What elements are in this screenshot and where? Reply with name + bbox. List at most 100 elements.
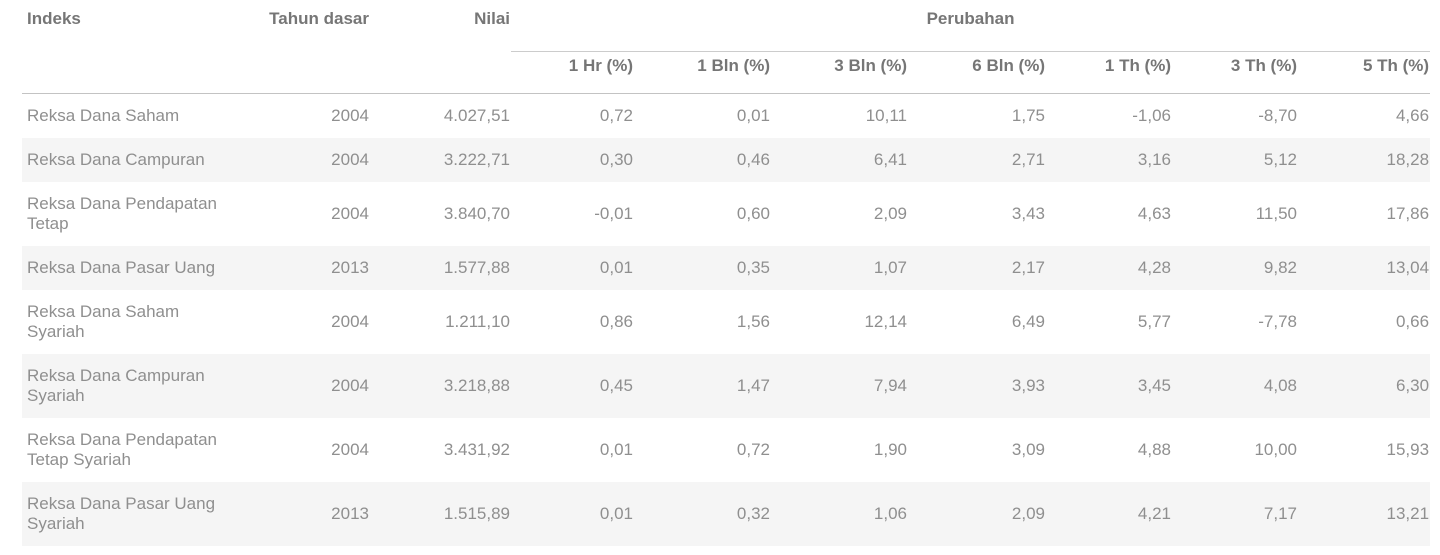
cell-1hr: 0,30 (599, 150, 633, 169)
table-row: Reksa Dana Saham 2004 4.027,51 0,72 0,01 10,1… (22, 94, 1430, 139)
cell-nilai: 3.431,92 (443, 440, 510, 459)
cell-tahun-dasar: 2004 (331, 150, 369, 169)
cell-1hr: 0,72 (599, 106, 633, 125)
col-header-tahun-dasar: Tahun dasar (240, 0, 370, 94)
col-header-6bln: 6 Bln (%) (908, 51, 1046, 94)
cell-3th: -7,78 (1258, 312, 1297, 331)
cell-indeks: Reksa Dana Saham (27, 106, 180, 125)
cell-1th: -1,06 (1132, 106, 1171, 125)
fund-index-table-container: Indeks Tahun dasar Nilai Perubahan 1 Hr … (22, 0, 1431, 546)
cell-tahun-dasar: 2004 (331, 376, 369, 395)
table-body: Reksa Dana Saham 2004 4.027,51 0,72 0,01 10,1… (22, 94, 1431, 546)
cell-3th: 5,12 (1263, 150, 1297, 169)
cell-tahun-dasar: 2004 (331, 312, 369, 331)
col-header-nilai: Nilai (370, 0, 511, 94)
cell-3bln: 7,94 (873, 376, 907, 395)
cell-indeks: Reksa Dana Pendapatan Tetap Syariah (27, 430, 217, 469)
cell-tahun-dasar: 2004 (331, 106, 369, 125)
col-header-3th: 3 Th (%) (1172, 51, 1298, 94)
cell-indeks: Reksa Dana Pasar Uang Syariah (27, 494, 216, 533)
cell-3th: 9,82 (1263, 258, 1297, 277)
table-row: Reksa Dana Pasar Uang Syariah 2013 1.515,8… (22, 482, 1431, 546)
cell-indeks: Reksa Dana Pasar Uang (27, 258, 216, 277)
cell-indeks: Reksa Dana Pendapatan Tetap (27, 194, 217, 233)
cell-nilai: 1.211,10 (445, 312, 510, 331)
cell-1th: 4,28 (1137, 258, 1171, 277)
table-row: Reksa Dana Campuran 2004 3.222,71 0,30 0,46 6… (22, 138, 1431, 182)
cell-1bln: 0,46 (736, 150, 770, 169)
header-row-periods: 1 Hr (%) 1 Bln (%) 3 Bln (%) 6 Bln (%) 1… (22, 51, 1431, 94)
cell-3bln: 2,09 (873, 204, 907, 223)
table-row: Reksa Dana Pendapatan Tetap Syariah 2004 3… (22, 418, 1430, 482)
header-row-main: Indeks Tahun dasar Nilai Perubahan (22, 0, 1431, 94)
cell-1bln: 0,01 (736, 106, 770, 125)
cell-1bln: 1,47 (736, 376, 770, 395)
col-group-perubahan: Perubahan (511, 0, 1431, 52)
cell-tahun-dasar: 2004 (331, 204, 369, 223)
cell-1th: 5,77 (1137, 312, 1171, 331)
cell-3th: 7,17 (1263, 504, 1297, 523)
cell-indeks: Reksa Dana Saham Syariah (27, 302, 180, 341)
cell-6bln: 3,93 (1011, 376, 1045, 395)
cell-3bln: 1,90 (873, 440, 907, 459)
cell-nilai: 4.027,51 (443, 106, 510, 125)
cell-6bln: 2,71 (1011, 150, 1045, 169)
cell-5th: 15,93 (1386, 440, 1430, 459)
table-row: Reksa Dana Pendapatan Tetap 2004 3.840,70 -… (22, 182, 1430, 246)
cell-6bln: 2,17 (1011, 258, 1045, 277)
cell-tahun-dasar: 2013 (331, 504, 369, 523)
table-row: Reksa Dana Pasar Uang 2013 1.577,88 0,01 0,3… (22, 246, 1431, 290)
table-row: Reksa Dana Campuran Syariah 2004 3.218,88 0… (22, 354, 1431, 418)
cell-nilai: 3.222,71 (443, 150, 510, 169)
cell-3bln: 6,41 (873, 150, 907, 169)
col-header-1th: 1 Th (%) (1046, 51, 1172, 94)
cell-1bln: 0,35 (736, 258, 770, 277)
cell-1th: 3,45 (1137, 376, 1171, 395)
cell-3th: 4,08 (1263, 376, 1297, 395)
cell-indeks: Reksa Dana Campuran Syariah (27, 366, 205, 405)
cell-3bln: 12,14 (864, 312, 907, 331)
cell-5th: 0,66 (1395, 312, 1430, 331)
cell-nilai: 3.840,70 (443, 204, 510, 223)
col-header-3bln: 3 Bln (%) (771, 51, 908, 94)
col-header-1bln: 1 Bln (%) (634, 51, 771, 94)
cell-1bln: 0,32 (736, 504, 770, 523)
cell-1th: 4,88 (1137, 440, 1171, 459)
cell-3bln: 1,07 (873, 258, 907, 277)
cell-6bln: 3,09 (1011, 440, 1045, 459)
cell-nilai: 3.218,88 (443, 376, 510, 395)
cell-1bln: 1,56 (736, 312, 770, 331)
cell-5th: 18,28 (1386, 150, 1430, 169)
cell-1hr: 0,45 (599, 376, 633, 395)
cell-3th: 11,50 (1255, 204, 1297, 223)
cell-1hr: 0,01 (599, 440, 633, 459)
cell-5th: 6,30 (1395, 376, 1430, 395)
cell-1bln: 0,60 (736, 204, 770, 223)
cell-6bln: 1,75 (1011, 106, 1045, 125)
cell-3bln: 10,11 (865, 106, 907, 125)
cell-1bln: 0,72 (736, 440, 770, 459)
table-row: Reksa Dana Saham Syariah 2004 1.211,10 0,86… (22, 290, 1430, 354)
col-header-5th: 5 Th (%) (1298, 51, 1431, 94)
cell-3th: -8,70 (1258, 106, 1297, 125)
cell-5th: 17,86 (1386, 204, 1430, 223)
cell-1hr: 0,01 (599, 258, 633, 277)
cell-nilai: 1.515,89 (443, 504, 510, 523)
cell-6bln: 2,09 (1011, 504, 1045, 523)
cell-1th: 3,16 (1137, 150, 1171, 169)
cell-1th: 4,21 (1137, 504, 1171, 523)
cell-5th: 4,66 (1395, 106, 1430, 125)
cell-indeks: Reksa Dana Campuran (27, 150, 205, 169)
cell-tahun-dasar: 2013 (331, 258, 369, 277)
cell-6bln: 3,43 (1011, 204, 1045, 223)
table-header: Indeks Tahun dasar Nilai Perubahan 1 Hr … (22, 0, 1431, 94)
cell-1hr: 0,86 (599, 312, 633, 331)
cell-3th: 10,00 (1254, 440, 1297, 459)
cell-tahun-dasar: 2004 (331, 440, 369, 459)
cell-nilai: 1.577,88 (443, 258, 510, 277)
cell-5th: 13,21 (1386, 504, 1430, 523)
cell-5th: 13,04 (1386, 258, 1430, 277)
col-header-1hr: 1 Hr (%) (511, 51, 634, 94)
cell-3bln: 1,06 (873, 504, 907, 523)
reksa-dana-index-table: Indeks Tahun dasar Nilai Perubahan 1 Hr … (22, 0, 1431, 546)
